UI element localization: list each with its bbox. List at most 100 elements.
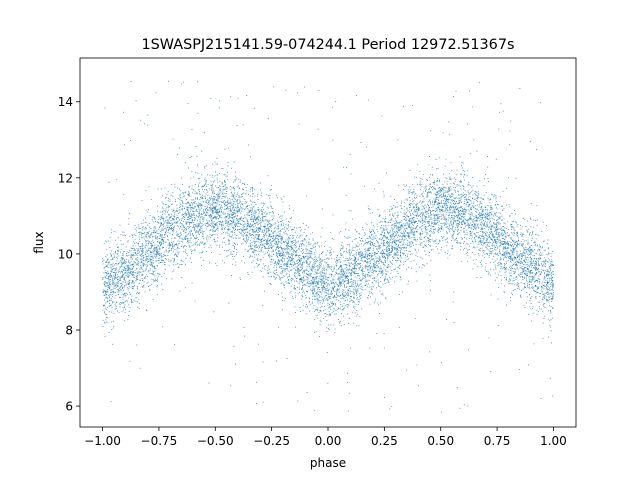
scatter-point: [131, 247, 133, 249]
scatter-point: [299, 248, 300, 250]
scatter-point: [327, 279, 329, 281]
scatter-point: [108, 262, 110, 264]
scatter-point: [551, 298, 553, 300]
scatter-point: [262, 238, 264, 240]
scatter-point: [365, 241, 367, 243]
scatter-point: [127, 277, 129, 279]
scatter-point: [287, 264, 289, 265]
scatter-point: [167, 236, 168, 238]
scatter-point: [496, 220, 498, 221]
scatter-point: [458, 191, 459, 193]
scatter-point: [103, 290, 105, 292]
scatter-point: [307, 278, 309, 280]
scatter-point: [223, 200, 225, 201]
scatter-point: [304, 292, 306, 294]
scatter-point: [478, 253, 479, 254]
scatter-point: [331, 265, 333, 267]
scatter-point: [115, 251, 117, 253]
scatter-point: [224, 173, 226, 175]
scatter-point: [551, 263, 553, 265]
scatter-point: [348, 318, 350, 319]
scatter-point: [128, 304, 130, 306]
scatter-point: [444, 239, 446, 241]
scatter-point: [344, 287, 346, 288]
scatter-point: [125, 275, 127, 277]
scatter-point: [391, 237, 393, 239]
scatter-point: [362, 274, 364, 276]
scatter-point: [318, 280, 319, 282]
scatter-point: [373, 264, 375, 266]
scatter-point: [458, 201, 460, 203]
scatter-point: [111, 275, 113, 277]
scatter-point: [450, 221, 452, 223]
scatter-point: [512, 245, 514, 247]
scatter-point: [439, 157, 441, 159]
scatter-point: [302, 309, 304, 311]
scatter-point: [508, 242, 510, 244]
scatter-point: [532, 286, 534, 287]
scatter-point: [279, 246, 281, 248]
scatter-point: [339, 322, 341, 324]
scatter-point: [448, 189, 450, 191]
scatter-point: [120, 251, 121, 253]
scatter-point: [329, 250, 331, 252]
scatter-point: [482, 199, 484, 201]
scatter-point: [229, 202, 231, 204]
scatter-point: [228, 216, 230, 218]
scatter-point: [135, 300, 137, 302]
scatter-point: [425, 228, 427, 230]
scatter-point: [476, 215, 478, 217]
scatter-point: [173, 231, 175, 233]
scatter-point: [291, 260, 293, 262]
scatter-point: [368, 279, 370, 281]
scatter-point: [312, 259, 314, 261]
scatter-point: [375, 252, 376, 254]
scatter-point: [445, 195, 446, 197]
scatter-point: [157, 250, 158, 252]
scatter-point: [307, 273, 309, 275]
scatter-point: [244, 222, 246, 224]
scatter-point: [354, 276, 356, 278]
scatter-point: [411, 233, 413, 235]
scatter-point: [548, 271, 550, 273]
scatter-point: [317, 128, 319, 130]
scatter-point: [411, 209, 413, 211]
scatter-point: [299, 274, 301, 276]
scatter-point: [158, 243, 160, 244]
scatter-point: [413, 191, 415, 193]
scatter-point: [373, 245, 375, 247]
scatter-point: [544, 302, 546, 304]
scatter-point: [113, 281, 115, 283]
scatter-point: [521, 272, 523, 274]
scatter-point: [119, 306, 121, 308]
scatter-point: [328, 291, 330, 293]
scatter-point: [434, 214, 436, 216]
scatter-point: [422, 205, 424, 207]
scatter-point: [481, 210, 483, 212]
scatter-point: [432, 182, 434, 184]
scatter-point: [474, 241, 476, 243]
scatter-point: [519, 288, 521, 290]
scatter-point: [233, 192, 235, 194]
scatter-point: [428, 230, 430, 232]
scatter-point: [495, 231, 497, 233]
scatter-point: [240, 228, 242, 230]
scatter-point: [526, 229, 528, 231]
scatter-point: [506, 241, 508, 243]
scatter-point: [500, 264, 502, 265]
scatter-point: [186, 255, 188, 257]
scatter-point: [173, 269, 175, 271]
scatter-point: [145, 244, 146, 246]
scatter-point: [216, 240, 218, 242]
scatter-point: [145, 228, 147, 230]
scatter-point: [136, 291, 138, 293]
scatter-point: [203, 238, 205, 240]
scatter-point: [438, 188, 440, 190]
scatter-point: [519, 260, 521, 262]
scatter-point: [425, 189, 426, 191]
scatter-point: [192, 202, 194, 204]
scatter-point: [374, 254, 376, 256]
scatter-point: [226, 208, 228, 210]
scatter-point: [346, 258, 348, 260]
scatter-point: [380, 302, 381, 304]
